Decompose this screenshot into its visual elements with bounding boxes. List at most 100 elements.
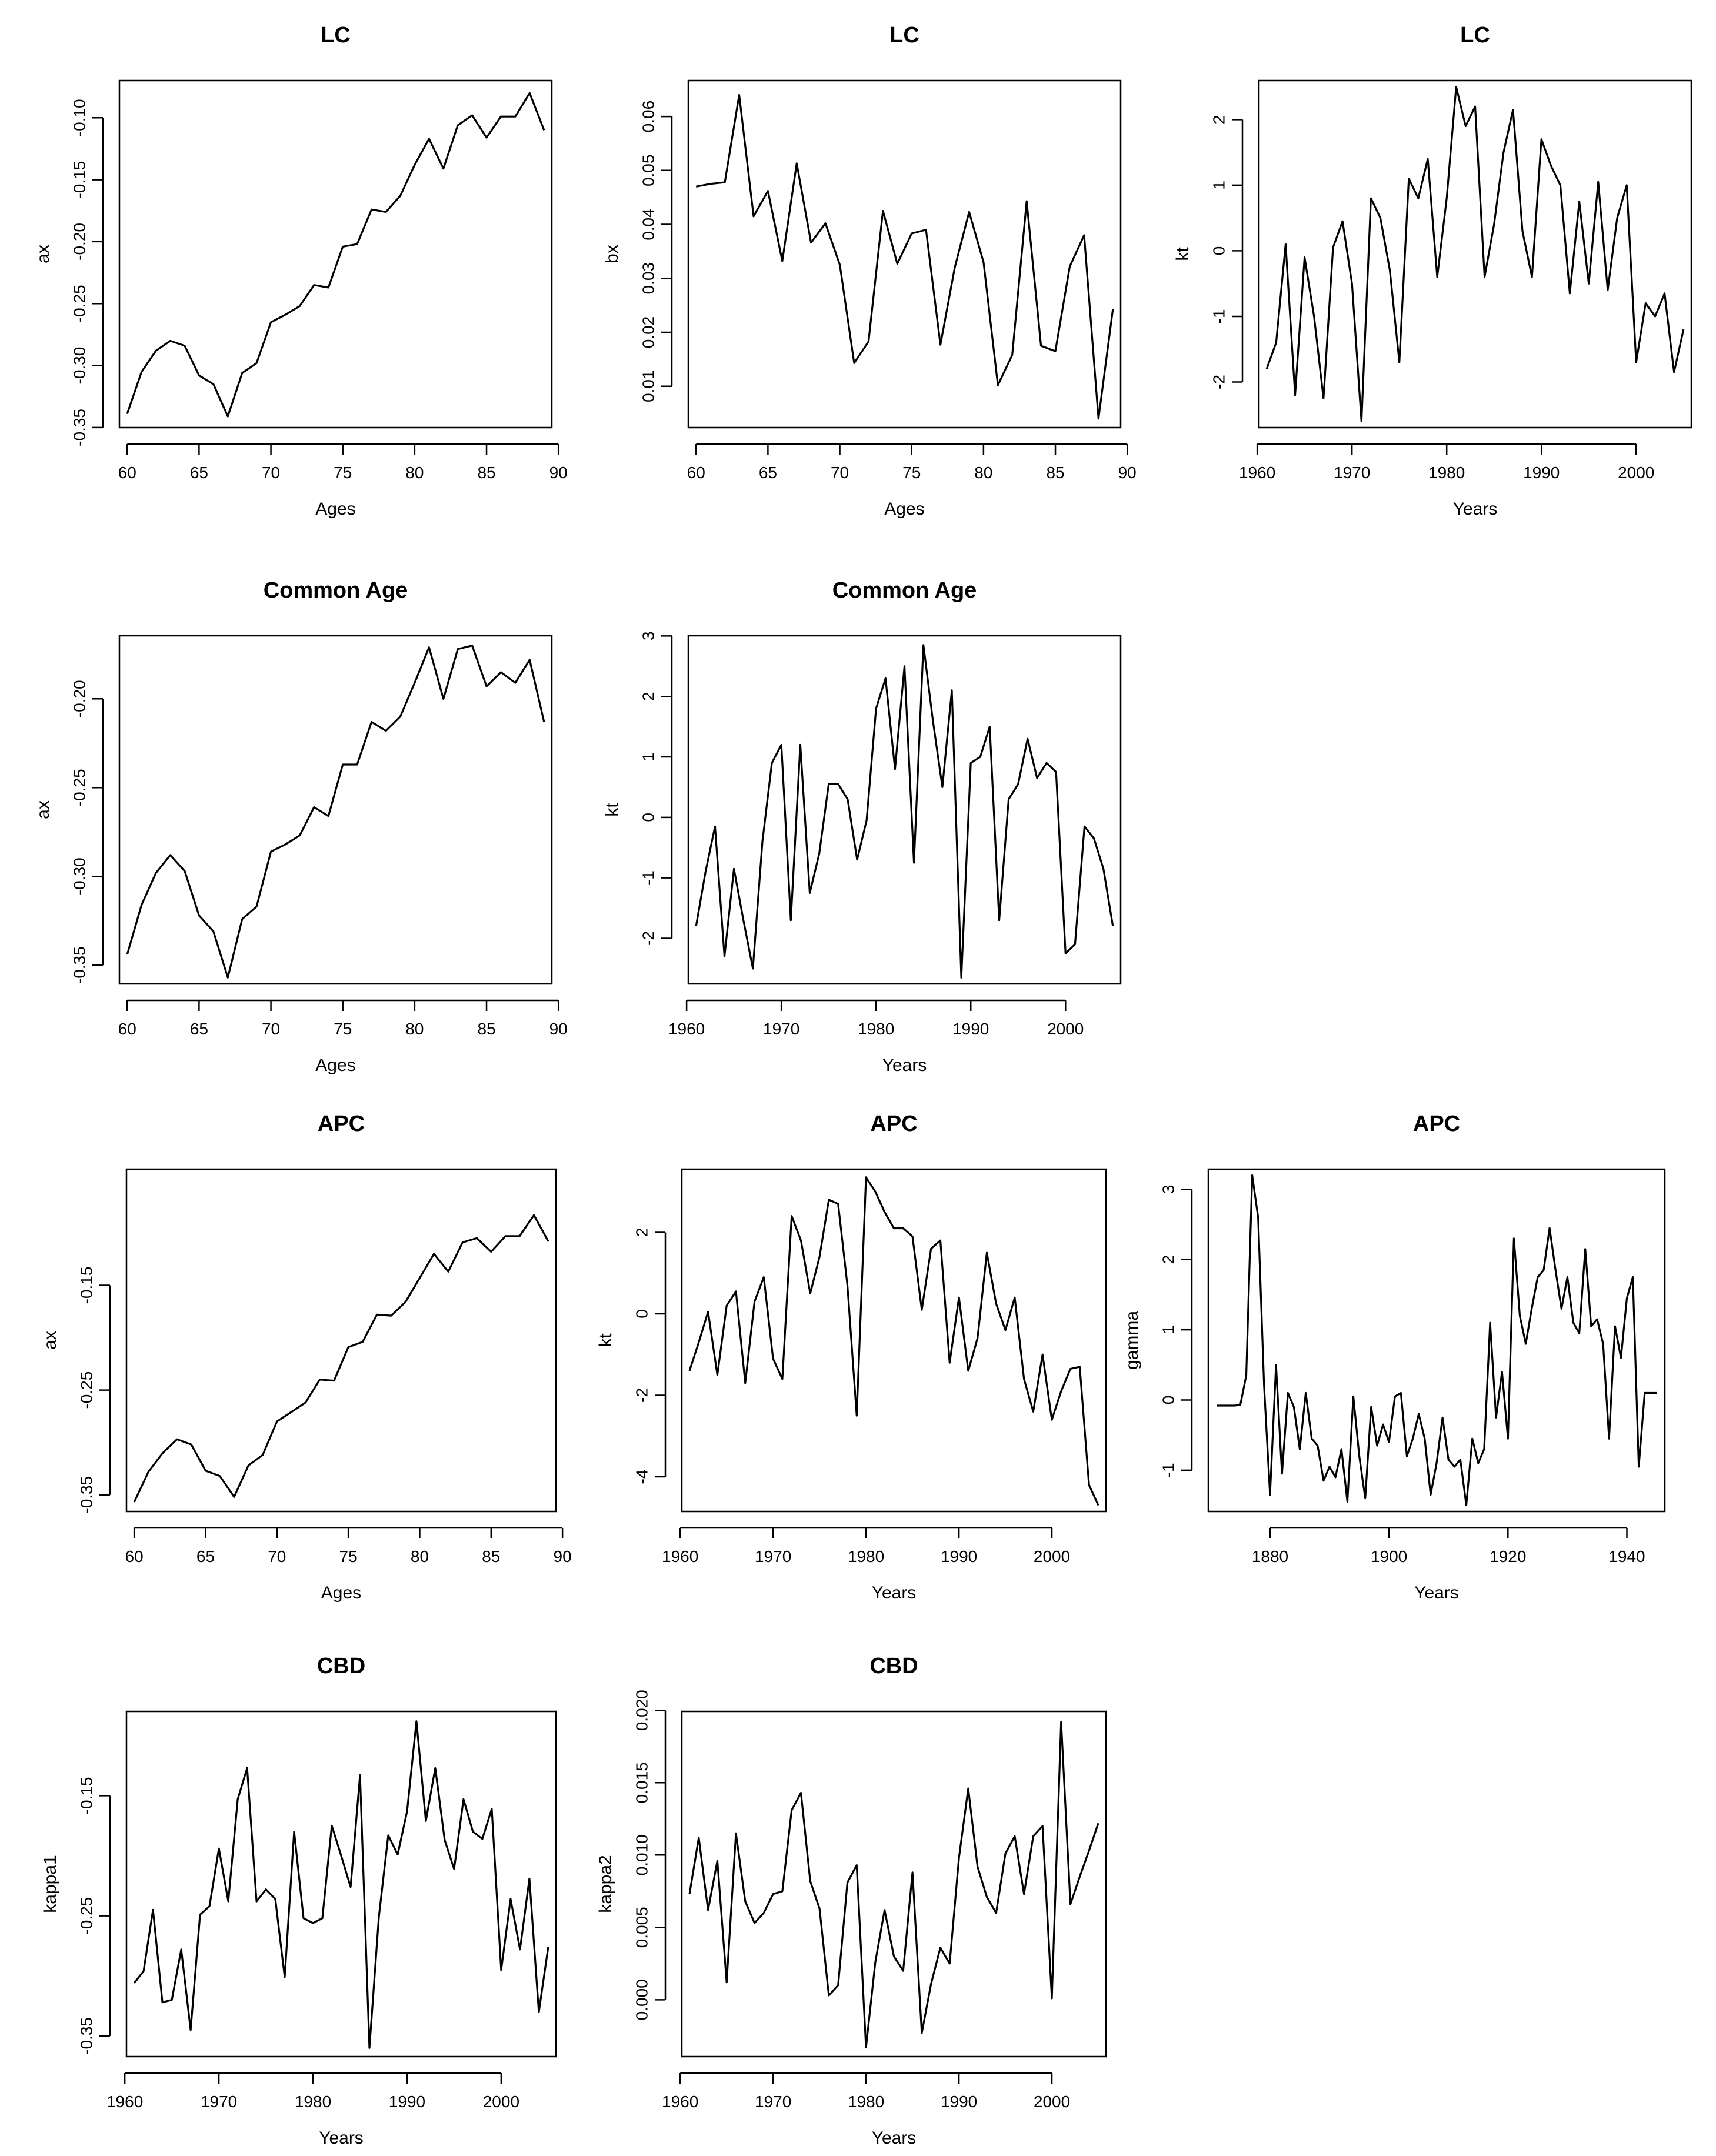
plot-frame	[1258, 79, 1692, 429]
y-tick-label: -1	[639, 870, 657, 885]
x-tick-label: 1970	[763, 1020, 799, 1038]
chart-title: CBD	[317, 1654, 365, 1678]
y-tick-label: 1	[639, 752, 657, 762]
x-tick-label: 2000	[1618, 463, 1654, 482]
x-axis-label: Years	[872, 2128, 917, 2148]
y-axis-label: ax	[34, 245, 53, 263]
y-tick-label: 0	[639, 813, 657, 822]
panel-1: LC 60 65 70 75 80 85 90 Ages -0.35 -0.30 -0.25 -0.20…	[34, 23, 568, 519]
chart-title: LC	[1460, 23, 1490, 48]
x-tick-label: 1980	[295, 2092, 331, 2111]
x-tick-label: 1960	[668, 1020, 705, 1038]
x-tick-label: 65	[759, 463, 777, 482]
x-tick-label: 80	[405, 1020, 424, 1038]
x-tick-label: 2000	[483, 2092, 519, 2111]
x-tick-label: 70	[262, 463, 280, 482]
x-tick-label: 1990	[941, 2092, 977, 2111]
x-tick-label: 70	[831, 463, 849, 482]
x-tick-label: 1990	[952, 1020, 989, 1038]
chart-title: APC	[870, 1112, 917, 1136]
y-tick-label: -0.20	[70, 680, 88, 717]
plot-frame	[125, 1168, 557, 1513]
chart-title: LC	[889, 23, 919, 48]
y-tick-label: -4	[632, 1470, 651, 1484]
x-tick-label: 1960	[106, 2092, 143, 2111]
x-tick-label: 60	[118, 1020, 136, 1038]
chart-title: APC	[318, 1112, 365, 1136]
y-tick-label: 0.02	[639, 316, 657, 349]
y-tick-label: -0.15	[77, 1777, 95, 1814]
y-axis-label: kt	[596, 1333, 615, 1347]
plot-frame	[1207, 1168, 1666, 1513]
y-axis-label: kappa2	[596, 1855, 615, 1913]
x-tick-label: 65	[190, 463, 208, 482]
y-axis-label: gamma	[1122, 1311, 1142, 1370]
y-tick-label: -0.10	[70, 99, 88, 136]
x-tick-label: 1920	[1490, 1547, 1526, 1566]
y-tick-label: 0.000	[632, 1979, 651, 2020]
series-line	[133, 1720, 549, 2049]
x-tick-label: 80	[405, 463, 424, 482]
x-tick-label: 85	[477, 463, 495, 482]
y-tick-label: 0.03	[639, 262, 657, 295]
panel-2: LC 60 65 70 75 80 85 90 Ages 0.01 0.02 0.03 0.04 0.05…	[602, 23, 1137, 519]
x-tick-label: 1980	[848, 1547, 884, 1566]
x-tick-label: 1990	[389, 2092, 425, 2111]
x-tick-label: 85	[482, 1547, 500, 1566]
x-tick-label: 70	[268, 1547, 286, 1566]
x-axis-label: Years	[1453, 499, 1498, 519]
panel-7: APC 1960 1970 1980 1990 2000 Years -4 -2 0 2 kt	[596, 1112, 1107, 1603]
y-tick-label: -2	[632, 1388, 651, 1403]
y-tick-label: 0.010	[632, 1834, 651, 1875]
y-tick-label: -0.35	[70, 946, 88, 984]
y-tick-label: 0.005	[632, 1907, 651, 1948]
y-tick-label: -0.15	[77, 1267, 95, 1304]
y-axis-label: ax	[34, 800, 53, 819]
y-tick-label: 0.01	[639, 371, 657, 403]
y-tick-label: 0.015	[632, 1762, 651, 1803]
x-tick-label: 75	[334, 463, 352, 482]
plot-frame	[687, 79, 1122, 429]
x-tick-label: 1940	[1608, 1547, 1645, 1566]
y-tick-label: 0	[632, 1309, 651, 1319]
panel-8: APC 1880 1900 1920 1940 Years -1 0 1 2 3 gamma	[1122, 1112, 1666, 1603]
x-tick-label: 1990	[941, 1547, 977, 1566]
series-line	[1217, 1174, 1657, 1507]
x-tick-label: 2000	[1034, 2092, 1070, 2111]
y-tick-label: 0.04	[639, 208, 657, 241]
y-tick-label: 1	[1159, 1325, 1177, 1334]
y-tick-label: 2	[632, 1228, 651, 1237]
y-axis-label: kt	[1173, 247, 1192, 261]
y-tick-label: -0.30	[70, 857, 88, 895]
y-tick-label: 0	[1209, 246, 1228, 256]
x-tick-label: 65	[196, 1547, 215, 1566]
series-line	[695, 644, 1114, 979]
y-tick-label: 2	[1209, 115, 1228, 125]
y-tick-label: -0.25	[70, 285, 88, 322]
y-tick-label: -0.20	[70, 223, 88, 261]
series-line	[1265, 86, 1685, 423]
chart-title: CBD	[869, 1654, 918, 1678]
x-axis-label: Years	[872, 1583, 917, 1603]
y-tick-label: -0.35	[77, 1476, 95, 1514]
x-axis-label: Ages	[315, 499, 355, 519]
panel-6: APC 60 65 70 75 80 85 90 Ages -0.35 -0.25 -0.15 ax	[41, 1112, 572, 1603]
x-axis-label: Years	[1414, 1583, 1459, 1603]
y-tick-label: -0.25	[77, 1897, 95, 1935]
x-axis-label: Ages	[884, 499, 924, 519]
y-tick-label: 2	[1159, 1255, 1177, 1264]
x-tick-label: 90	[554, 1547, 572, 1566]
y-tick-label: -0.25	[77, 1371, 95, 1409]
x-axis-label: Ages	[315, 1056, 355, 1075]
panel-9: CBD 1960 1970 1980 1990 2000 Years -0.35 -0.25 -0…	[41, 1654, 557, 2148]
panel-4: Common Age 60 65 70 75 80 85 90 Ages -0.35 -0.30 -0…	[34, 578, 568, 1075]
x-tick-label: 90	[549, 1020, 568, 1038]
series-line	[126, 645, 545, 979]
x-tick-label: 1970	[755, 2092, 791, 2111]
x-tick-label: 1960	[1239, 463, 1275, 482]
y-axis-label: ax	[41, 1331, 60, 1350]
x-tick-label: 60	[118, 463, 136, 482]
x-tick-label: 1980	[858, 1020, 894, 1038]
chart-title: Common Age	[832, 578, 977, 603]
x-axis-label: Ages	[321, 1583, 361, 1603]
